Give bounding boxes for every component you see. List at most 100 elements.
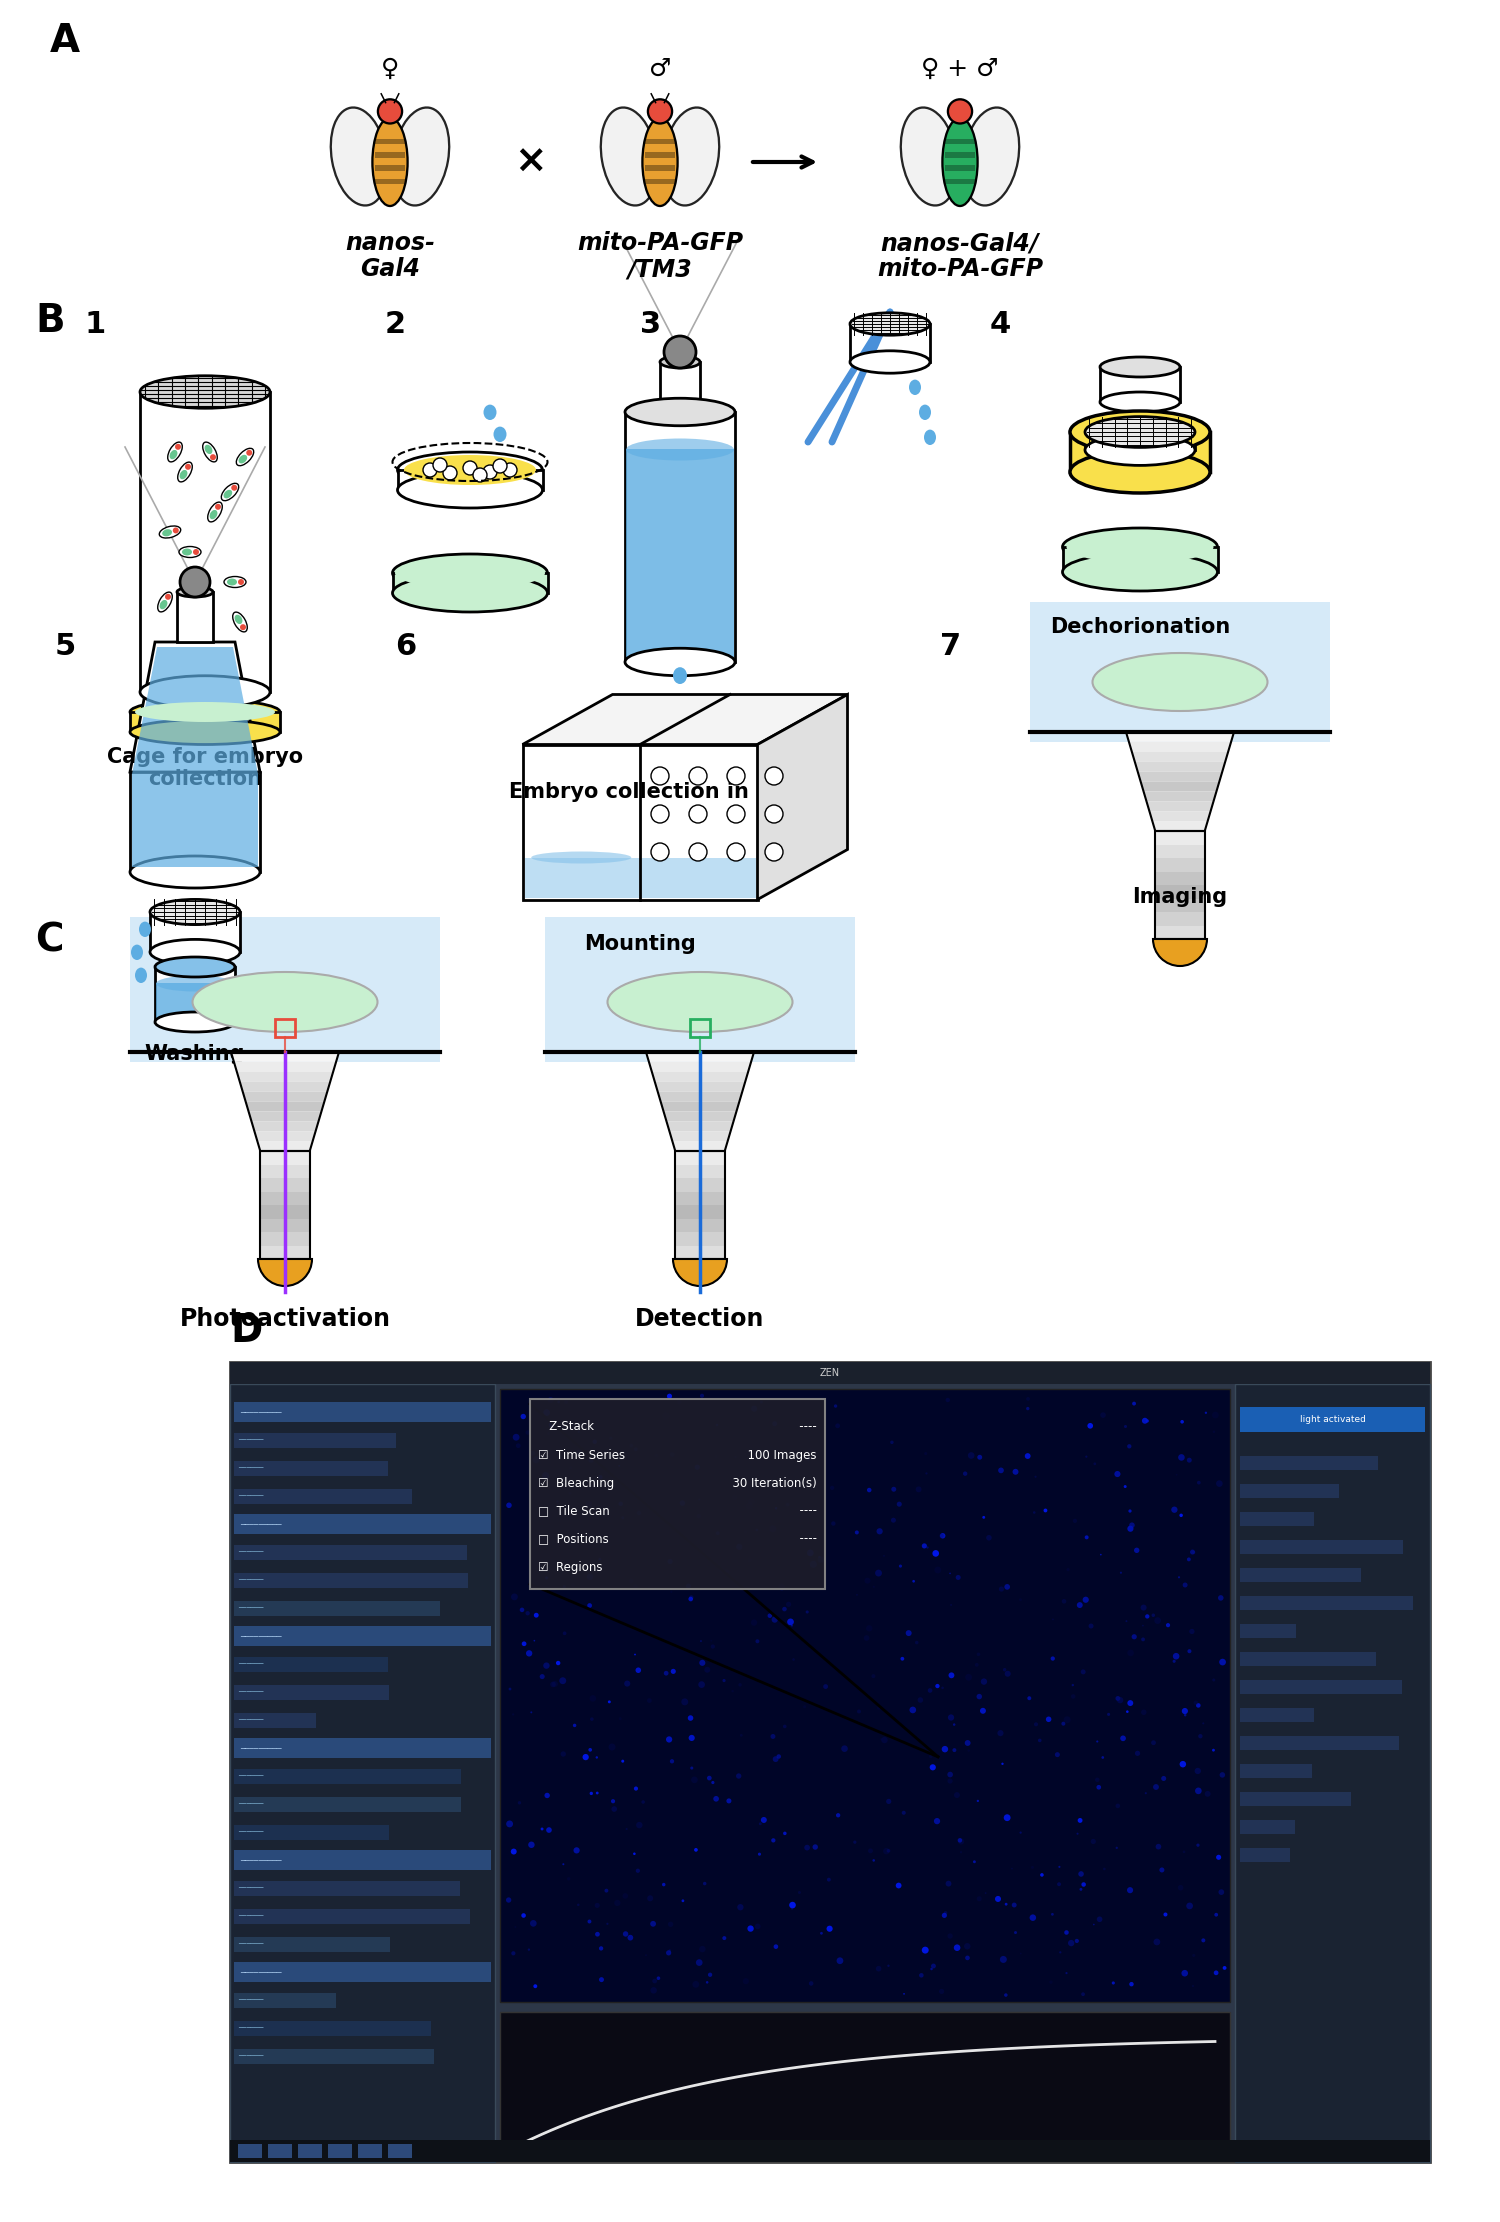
- Text: ----: ----: [789, 1420, 818, 1433]
- Bar: [1030, 602, 1330, 742]
- Circle shape: [1154, 1784, 1160, 1791]
- Circle shape: [532, 1455, 540, 1462]
- Circle shape: [771, 1615, 778, 1622]
- Bar: [398, 471, 543, 491]
- Circle shape: [808, 1982, 813, 1986]
- Circle shape: [752, 1407, 758, 1411]
- Circle shape: [651, 842, 669, 860]
- Circle shape: [464, 460, 477, 476]
- Circle shape: [534, 1984, 537, 1989]
- Circle shape: [827, 1926, 833, 1931]
- Circle shape: [1114, 1471, 1120, 1478]
- Circle shape: [1166, 1622, 1170, 1627]
- Polygon shape: [1155, 844, 1204, 858]
- Circle shape: [1152, 1613, 1155, 1618]
- Circle shape: [699, 1660, 705, 1666]
- Circle shape: [948, 1673, 954, 1678]
- Circle shape: [642, 1800, 645, 1804]
- Circle shape: [952, 1749, 957, 1753]
- Circle shape: [609, 1744, 615, 1751]
- Circle shape: [746, 1502, 753, 1509]
- Circle shape: [927, 1689, 933, 1693]
- Circle shape: [1212, 1749, 1215, 1751]
- Text: nanos-Gal4/: nanos-Gal4/: [880, 231, 1040, 256]
- Text: /TM3: /TM3: [627, 258, 693, 282]
- Ellipse shape: [226, 578, 237, 587]
- Circle shape: [1182, 1709, 1188, 1713]
- Circle shape: [1013, 1902, 1017, 1906]
- Circle shape: [1186, 1558, 1191, 1562]
- Circle shape: [546, 1826, 552, 1833]
- Polygon shape: [675, 1247, 724, 1260]
- Circle shape: [180, 567, 210, 598]
- Polygon shape: [140, 929, 150, 938]
- Circle shape: [568, 1491, 572, 1495]
- Circle shape: [942, 1686, 944, 1689]
- Circle shape: [585, 1500, 592, 1507]
- Circle shape: [1136, 1751, 1140, 1755]
- Circle shape: [778, 1584, 784, 1591]
- Circle shape: [669, 1949, 670, 1951]
- Circle shape: [948, 1933, 952, 1940]
- Ellipse shape: [1100, 391, 1180, 411]
- Bar: [234, 1962, 490, 1982]
- Text: ──────: ──────: [238, 1549, 264, 1555]
- Text: ──────: ──────: [238, 1689, 264, 1695]
- Circle shape: [868, 1849, 873, 1853]
- Text: □  Positions: □ Positions: [538, 1533, 609, 1547]
- Circle shape: [968, 1749, 970, 1751]
- Circle shape: [827, 1878, 831, 1882]
- Polygon shape: [924, 438, 936, 444]
- Bar: [234, 1658, 388, 1671]
- Circle shape: [1089, 1624, 1094, 1629]
- Polygon shape: [663, 1111, 736, 1122]
- Circle shape: [686, 1584, 690, 1589]
- Circle shape: [842, 1744, 848, 1751]
- Ellipse shape: [1084, 436, 1196, 464]
- Circle shape: [1005, 1584, 1010, 1589]
- Circle shape: [509, 1689, 512, 1691]
- Circle shape: [1080, 1669, 1086, 1675]
- Bar: [1240, 1595, 1413, 1611]
- Circle shape: [1142, 1418, 1148, 1424]
- Circle shape: [1154, 1938, 1160, 1944]
- Circle shape: [1196, 1702, 1200, 1709]
- Circle shape: [550, 1682, 556, 1686]
- Ellipse shape: [156, 975, 234, 991]
- Circle shape: [940, 1533, 945, 1538]
- Circle shape: [736, 1544, 742, 1551]
- Text: ×: ×: [513, 142, 546, 180]
- Bar: [234, 1462, 388, 1475]
- Ellipse shape: [372, 118, 408, 207]
- Circle shape: [831, 1522, 836, 1527]
- Circle shape: [954, 1944, 960, 1951]
- Bar: [525, 858, 756, 898]
- Circle shape: [528, 1949, 530, 1951]
- Polygon shape: [684, 704, 696, 711]
- Text: ──────: ──────: [238, 1718, 264, 1722]
- Circle shape: [1222, 1966, 1227, 1971]
- Circle shape: [663, 1413, 669, 1420]
- Circle shape: [578, 1904, 579, 1906]
- Circle shape: [936, 1684, 939, 1689]
- Text: ☑  Bleaching: ☑ Bleaching: [538, 1475, 615, 1489]
- Circle shape: [590, 1695, 596, 1702]
- Circle shape: [1004, 1669, 1007, 1671]
- Polygon shape: [261, 1204, 309, 1218]
- Circle shape: [874, 1569, 882, 1575]
- Circle shape: [1216, 1855, 1221, 1860]
- Circle shape: [920, 1973, 924, 1978]
- Circle shape: [1173, 1660, 1176, 1662]
- Bar: [234, 1851, 490, 1871]
- Bar: [375, 164, 405, 171]
- Bar: [1100, 367, 1180, 402]
- Circle shape: [506, 1820, 513, 1826]
- Circle shape: [1204, 1411, 1208, 1413]
- Circle shape: [543, 1409, 550, 1415]
- Circle shape: [433, 458, 447, 471]
- Circle shape: [1178, 1884, 1184, 1891]
- Circle shape: [503, 462, 518, 478]
- Circle shape: [512, 1849, 516, 1855]
- Circle shape: [540, 1673, 544, 1680]
- Circle shape: [765, 842, 783, 860]
